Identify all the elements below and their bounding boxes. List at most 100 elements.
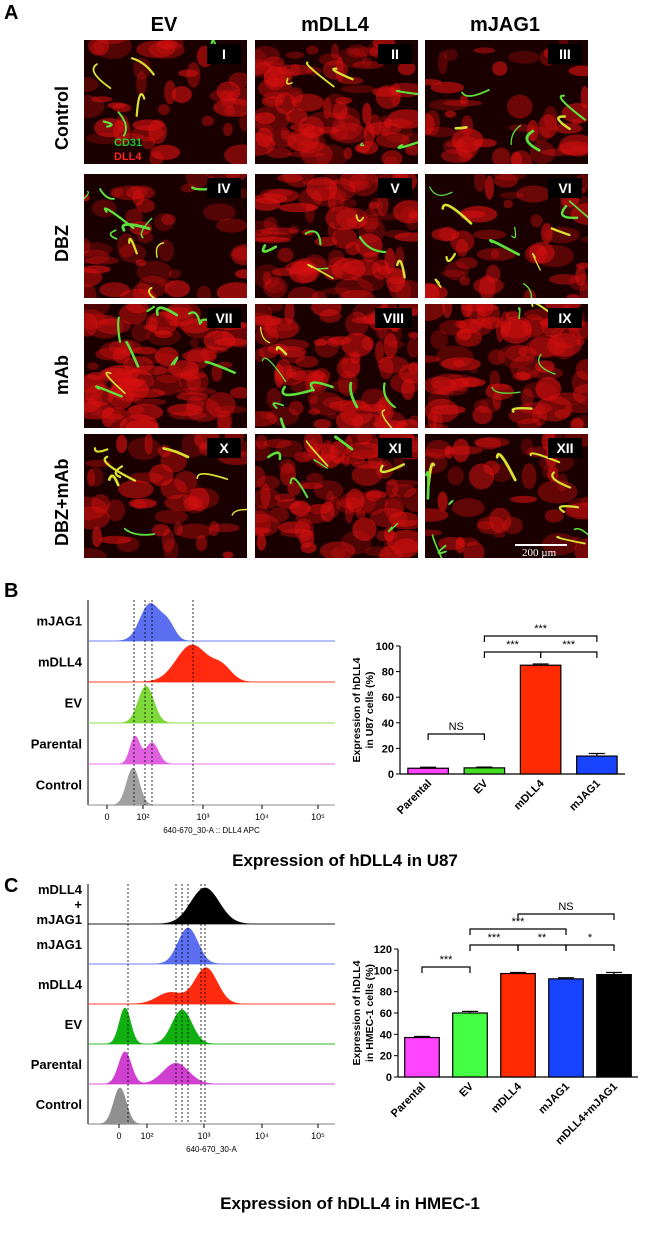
- dll4-signal: [158, 239, 174, 262]
- cd31-vessel: [114, 465, 124, 479]
- significance-label: ***: [512, 916, 526, 928]
- dll4-signal: [350, 351, 361, 364]
- cd31-vessel: [511, 406, 533, 413]
- cd31-vessel: [261, 244, 278, 253]
- histogram-row-label: mDLL4: [38, 977, 83, 992]
- dll4-signal: [361, 208, 379, 233]
- dll4-signal: [260, 188, 293, 198]
- dll4-signal: [272, 267, 298, 277]
- dll4-signal: [385, 479, 399, 498]
- dll4-signal: [339, 174, 370, 193]
- dll4-signal: [150, 144, 181, 160]
- dll4-signal: [459, 95, 469, 105]
- dll4-signal: [84, 309, 106, 330]
- dll4-signal: [376, 194, 389, 217]
- dll4-signal: [84, 496, 108, 521]
- dll4-signal: [451, 128, 484, 153]
- dll4-signal: [188, 487, 210, 512]
- bar-category-label: Parental: [389, 1081, 428, 1120]
- dll4-signal: [164, 280, 190, 298]
- cd31-vessel: [387, 522, 399, 533]
- dll4-signal: [570, 418, 584, 428]
- dll4-signal: [263, 56, 285, 68]
- cd31-vessel: [495, 452, 517, 482]
- dll4-signal: [572, 383, 588, 405]
- dll4-signal: [288, 400, 304, 416]
- dll4-signal: [255, 434, 268, 450]
- dll4-signal: [472, 138, 497, 148]
- dll4-signal: [322, 287, 351, 295]
- dll4-signal: [268, 507, 290, 523]
- dll4-signal: [181, 365, 199, 382]
- cd31-vessel: [107, 474, 120, 487]
- dll4-signal: [425, 508, 449, 522]
- dll4-signal: [189, 338, 199, 348]
- cd31-vessel: [429, 186, 453, 196]
- dll4-signal: [530, 366, 564, 380]
- dll4-signal: [337, 47, 367, 68]
- dll4-signal: [230, 244, 247, 266]
- dll4-signal: [556, 473, 568, 492]
- dll4-signal: [335, 56, 344, 83]
- dll4-signal: [391, 484, 417, 498]
- dll4-signal: [256, 533, 267, 551]
- panel-numeral: VI: [548, 178, 582, 198]
- dll4-signal: [306, 45, 319, 55]
- histogram-row-label: Parental: [31, 737, 82, 752]
- dll4-signal: [216, 410, 233, 428]
- dll4-signal: [458, 150, 472, 163]
- dll4-signal: [338, 497, 363, 509]
- dll4-signal: [278, 521, 311, 534]
- dll4-signal: [487, 383, 511, 390]
- micrograph-tile: V: [255, 174, 418, 298]
- cd31-vessel: [445, 252, 457, 263]
- dll4-signal: [95, 347, 131, 361]
- bar: [463, 767, 506, 775]
- dll4-signal: [575, 359, 588, 381]
- cd31-vessel: [551, 471, 572, 489]
- dll4-signal: [266, 406, 300, 426]
- dll4-signal: [168, 269, 181, 279]
- dll4-signal: [501, 316, 532, 339]
- cd31-vessel: [279, 417, 286, 428]
- dll4-signal: [405, 146, 418, 156]
- dll4-signal: [255, 312, 276, 331]
- dll4-signal: [480, 316, 502, 330]
- significance-label: NS: [449, 721, 464, 733]
- dll4-signal: [337, 455, 366, 465]
- dll4-signal: [488, 507, 512, 534]
- dll4-signal: [510, 151, 523, 164]
- dll4-signal: [167, 403, 203, 416]
- dll4-signal: [178, 368, 209, 394]
- cd31-vessel: [461, 89, 490, 97]
- cd31-vessel: [397, 141, 418, 150]
- dll4-signal: [295, 355, 319, 368]
- significance-bracket: [469, 928, 567, 935]
- dll4-signal: [161, 528, 175, 553]
- dll4-signal: [132, 189, 144, 206]
- cd31-vessel: [102, 120, 113, 128]
- dll4-signal: [376, 530, 389, 542]
- row-label-mab: mAb: [52, 355, 72, 395]
- dll4-signal: [384, 229, 411, 238]
- dll4-signal: [459, 276, 471, 286]
- significance-bracket: [517, 913, 615, 920]
- dll4-signal: [375, 132, 410, 148]
- dll4-signal: [282, 174, 315, 188]
- dll4-signal: [131, 323, 151, 342]
- dll4-signal: [154, 330, 173, 338]
- dll4-signal: [295, 264, 320, 283]
- dll4-signal: [352, 60, 384, 70]
- dll4-signal: [154, 509, 188, 524]
- bar-category-label: mJAG1: [536, 1081, 572, 1117]
- dll4-signal: [540, 148, 575, 157]
- dll4-signal: [549, 274, 580, 285]
- dll4-signal: [445, 141, 463, 148]
- dll4-signal: [386, 531, 398, 541]
- significance-label: ***: [534, 623, 548, 635]
- dll4-signal: [535, 376, 562, 401]
- dll4-signal: [437, 385, 467, 396]
- cd31-vessel: [155, 306, 179, 317]
- dll4-signal: [148, 119, 167, 144]
